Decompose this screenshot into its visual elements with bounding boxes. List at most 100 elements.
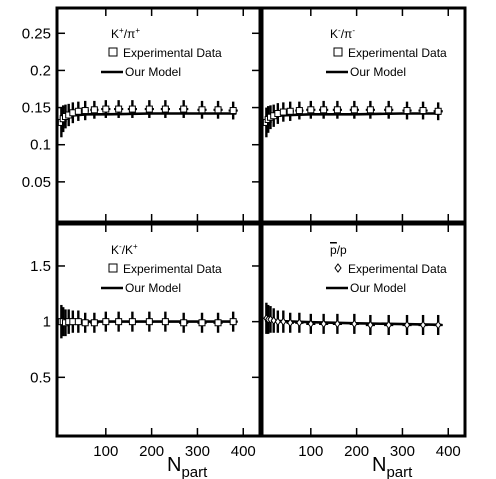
data-marker [320,319,327,329]
legend-data-marker [333,47,343,57]
data-point [418,101,428,120]
x-axis-title: Npart [167,454,208,479]
data-point [74,310,82,333]
data-point [197,100,207,119]
data-marker [367,320,374,330]
data-point [114,100,124,118]
data-marker [198,106,206,114]
data-marker [229,318,237,326]
panel-top-left: 0.05 0.1 0.15 0.2 0.25 K+/π+ Experimental Data… [22,6,262,224]
data-marker [307,106,315,114]
legend-model-label: Our Model [125,65,181,79]
data-point [228,311,238,332]
y-tick-label: 0.15 [22,100,51,117]
data-marker [90,106,98,114]
ratio-label: p/p [330,243,347,257]
legend-data-marker [108,47,118,57]
data-point [144,311,154,332]
data-marker [198,319,206,327]
ratio-label: K+/π+ [111,26,140,41]
data-point [349,313,359,334]
data-marker [214,106,222,114]
data-point [332,313,342,334]
legend-data-label: Experimental Data [123,46,222,60]
data-point [349,100,359,119]
data-point [160,100,170,118]
ratio-label: K-/K+ [111,242,138,257]
data-marker [307,319,314,329]
data-marker [180,105,188,113]
panel-frame [260,6,467,224]
data-point [433,314,443,336]
x-tick-label: 100 [93,443,118,460]
data-point [295,101,304,120]
x-tick-label: 400 [436,443,461,460]
data-point [286,312,294,333]
data-marker [81,107,89,115]
legend-data-label: Experimental Data [348,262,447,276]
data-point [127,100,137,118]
data-point [179,312,189,333]
data-point [144,100,154,118]
data-point [384,314,394,336]
data-point [319,313,329,334]
data-point [280,310,287,333]
data-marker [115,318,123,326]
data-marker [350,106,358,114]
panel-bottom-left: 0.5 1 1.5 100 200 300 400 K-/K+ Experimental Dat… [30,222,262,479]
data-point [81,100,89,121]
data-point [286,101,294,121]
x-tick-label: 400 [231,443,256,460]
data-marker [145,318,153,326]
data-point [114,311,124,332]
legend-data-label: Experimental Data [123,262,222,276]
data-point [402,314,412,336]
x-tick-label: 300 [185,443,210,460]
data-point [365,314,375,336]
data-marker [434,107,442,115]
panel-frame [55,222,262,438]
data-marker [280,317,287,327]
data-marker [419,320,427,330]
data-point [433,102,443,121]
ratio-label: K-/π- [330,26,355,41]
data-marker [296,318,303,328]
data-point [319,100,329,119]
data-marker [161,318,169,326]
data-point [418,314,428,336]
data-point [213,312,223,333]
y-tick-label: 1 [43,314,51,331]
data-marker [128,318,136,326]
data-marker [279,108,287,116]
x-tick-label: 200 [139,443,164,460]
data-marker [403,320,411,330]
x-tick-label: 300 [390,443,415,460]
data-point [179,100,189,118]
y-tick-label: 0.1 [30,137,51,154]
data-marker [435,320,442,330]
x-axis-title: Npart [372,454,413,479]
data-point [295,312,304,333]
data-point [274,310,281,333]
data-marker [81,319,89,327]
x-tick-label: 200 [344,443,369,460]
y-tick-label: 0.05 [22,174,51,191]
data-marker [145,105,153,113]
data-point [90,312,99,333]
data-marker [287,318,294,328]
y-tick-label: 0.5 [30,369,51,386]
legend-model-label: Our Model [350,65,406,79]
data-point [270,308,277,333]
data-marker [419,107,427,115]
data-point [384,100,394,119]
data-point [306,313,316,334]
data-marker [403,107,411,115]
data-marker [128,105,136,113]
data-marker [74,107,82,115]
data-marker [102,318,110,326]
data-point [365,100,375,119]
data-marker [366,106,374,114]
data-marker [161,105,169,113]
